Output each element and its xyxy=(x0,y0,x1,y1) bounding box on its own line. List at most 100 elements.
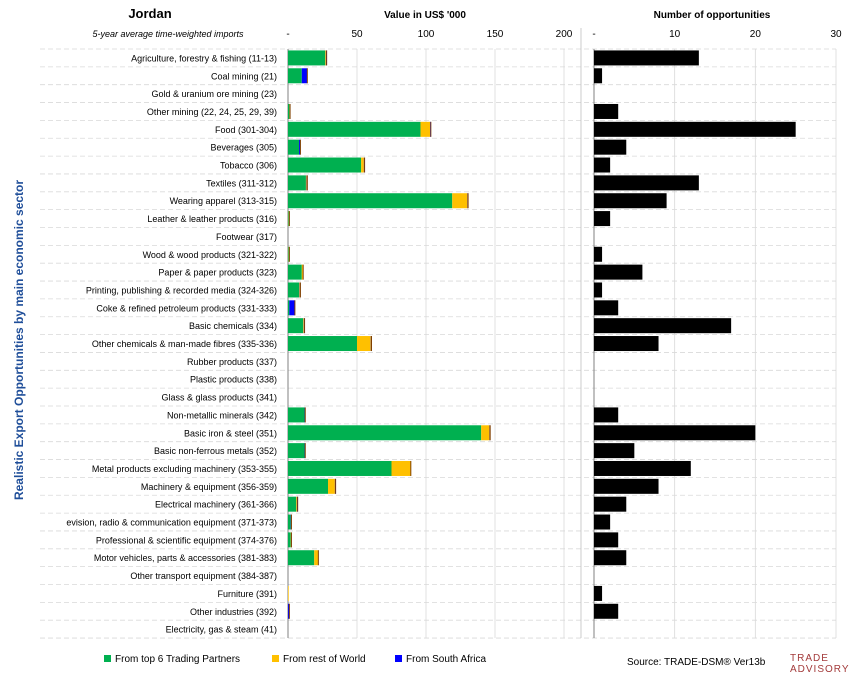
value-bar-row xyxy=(361,157,364,173)
category-label: evision, radio & communication equipment… xyxy=(66,518,277,528)
opportunity-bar xyxy=(594,300,619,316)
category-label: Wearing apparel (313-315) xyxy=(170,196,277,206)
value-tick-label: 50 xyxy=(351,29,363,40)
value-bar-sa xyxy=(288,603,290,619)
category-label: Other industries (392) xyxy=(190,607,277,617)
value-bar-top6 xyxy=(288,496,297,512)
value-bar-top6 xyxy=(288,157,362,173)
category-label: Coke & refined petroleum products (331-3… xyxy=(96,303,277,313)
legend-label-row: From rest of World xyxy=(283,654,366,665)
opportunity-bar xyxy=(594,514,611,530)
value-chart-title: Value in US$ '000 xyxy=(384,10,466,21)
legend-swatch-row xyxy=(272,655,279,662)
value-bars xyxy=(288,50,491,619)
opportunity-tick-label: 20 xyxy=(750,29,762,40)
category-label: Food (301-304) xyxy=(215,125,277,135)
opportunity-bar xyxy=(594,68,603,84)
category-label: Other chemicals & man-made fibres (335-3… xyxy=(92,339,277,349)
opportunity-bar xyxy=(594,443,635,459)
opportunity-tick-label: 10 xyxy=(669,29,681,40)
opportunity-bar xyxy=(594,246,603,262)
value-bar-top6 xyxy=(288,139,300,155)
opportunity-bar xyxy=(594,282,603,298)
value-bar-top6 xyxy=(288,282,300,298)
category-label: Leather & leather products (316) xyxy=(147,214,277,224)
value-tick-label: 150 xyxy=(487,29,504,40)
category-label: Agriculture, forestry & fishing (11-13) xyxy=(131,53,277,63)
opportunities-chart-title: Number of opportunities xyxy=(654,10,771,21)
opportunity-bar xyxy=(594,264,643,280)
category-label: Printing, publishing & recorded media (3… xyxy=(86,285,277,295)
value-bar-top6 xyxy=(288,318,304,334)
opportunity-bar xyxy=(594,496,627,512)
opportunity-bar xyxy=(594,460,691,476)
value-bar-sa xyxy=(301,68,308,84)
value-tick-label: - xyxy=(286,29,289,40)
chart-frame: - 50 100 150 200 - 10 20 30 xyxy=(40,28,842,639)
opportunity-bar xyxy=(594,425,756,441)
value-bar-top6 xyxy=(288,514,291,530)
category-label: Wood & wood products (321-322) xyxy=(143,250,277,260)
opportunity-bars xyxy=(594,50,796,619)
category-label: Gold & uranium ore mining (23) xyxy=(151,89,277,99)
value-bar-row xyxy=(314,550,319,566)
value-bar-top6 xyxy=(288,443,305,459)
category-label: Machinery & equipment (356-359) xyxy=(141,482,277,492)
value-bar-row xyxy=(288,585,289,601)
value-bar-row xyxy=(328,478,335,494)
opportunity-bar xyxy=(594,478,659,494)
category-label: Electricity, gas & steam (41) xyxy=(166,625,277,635)
value-bar-top6 xyxy=(288,175,306,191)
category-label: Motor vehicles, parts & accessories (381… xyxy=(94,553,277,563)
category-label: Other mining (22, 24, 25, 29, 39) xyxy=(147,107,277,117)
legend-swatch-top6 xyxy=(104,655,111,662)
value-bar-top6 xyxy=(288,300,290,316)
opportunity-bar xyxy=(594,336,659,352)
category-label: Basic iron & steel (351) xyxy=(184,428,277,438)
logo-text-advisory: ADVISORY xyxy=(790,664,850,675)
opportunity-bar xyxy=(594,103,619,119)
category-label: Non-metallic minerals (342) xyxy=(167,410,277,420)
category-label: Other transport equipment (384-387) xyxy=(130,571,277,581)
opportunity-bar xyxy=(594,550,627,566)
opportunity-bar xyxy=(594,193,667,209)
value-bar-top6 xyxy=(288,193,453,209)
category-label: Glass & glass products (341) xyxy=(161,393,277,403)
category-label: Electrical machinery (361-366) xyxy=(155,500,277,510)
opportunity-bar xyxy=(594,157,611,173)
value-bar-row xyxy=(420,121,431,137)
value-bar-top6 xyxy=(288,532,291,548)
value-bar-row xyxy=(303,318,304,334)
value-bar-row xyxy=(452,193,468,209)
opportunity-bar xyxy=(594,50,699,66)
value-bar-row xyxy=(391,460,411,476)
category-label: Beverages (305) xyxy=(210,143,277,153)
opportunity-tick-label: 30 xyxy=(830,29,842,40)
category-labels: Agriculture, forestry & fishing (11-13) C… xyxy=(66,53,277,634)
value-bar-row xyxy=(357,336,371,352)
value-bar-top6 xyxy=(288,336,357,352)
logo-text-trade: TRADE xyxy=(790,653,829,664)
category-label: Furniture (391) xyxy=(217,589,277,599)
opportunity-bar xyxy=(594,211,611,227)
opportunity-bar xyxy=(594,139,627,155)
category-label: Paper & paper products (323) xyxy=(158,268,277,278)
opportunity-bar xyxy=(594,585,603,601)
y-axis-title: Realistic Export Opportunities by main e… xyxy=(12,180,26,500)
opportunity-bar xyxy=(594,407,619,423)
value-tick-label: 100 xyxy=(418,29,435,40)
opportunity-bar xyxy=(594,121,796,137)
country-title: Jordan xyxy=(128,6,171,21)
value-bar-top6 xyxy=(288,68,302,84)
source-note: Source: TRADE-DSM® Ver13b xyxy=(627,657,766,668)
legend: From top 6 Trading Partners From rest of… xyxy=(104,654,486,665)
category-label: Professional & scientific equipment (374… xyxy=(96,535,277,545)
opportunity-bar xyxy=(594,532,619,548)
value-bar-top6 xyxy=(288,103,290,119)
trade-advisory-logo: TRADE ADVISORY xyxy=(790,653,850,675)
value-bar-top6 xyxy=(288,460,392,476)
value-bar-sa xyxy=(289,300,295,316)
value-bar-top6 xyxy=(288,50,326,66)
value-bar-top6 xyxy=(288,246,289,262)
